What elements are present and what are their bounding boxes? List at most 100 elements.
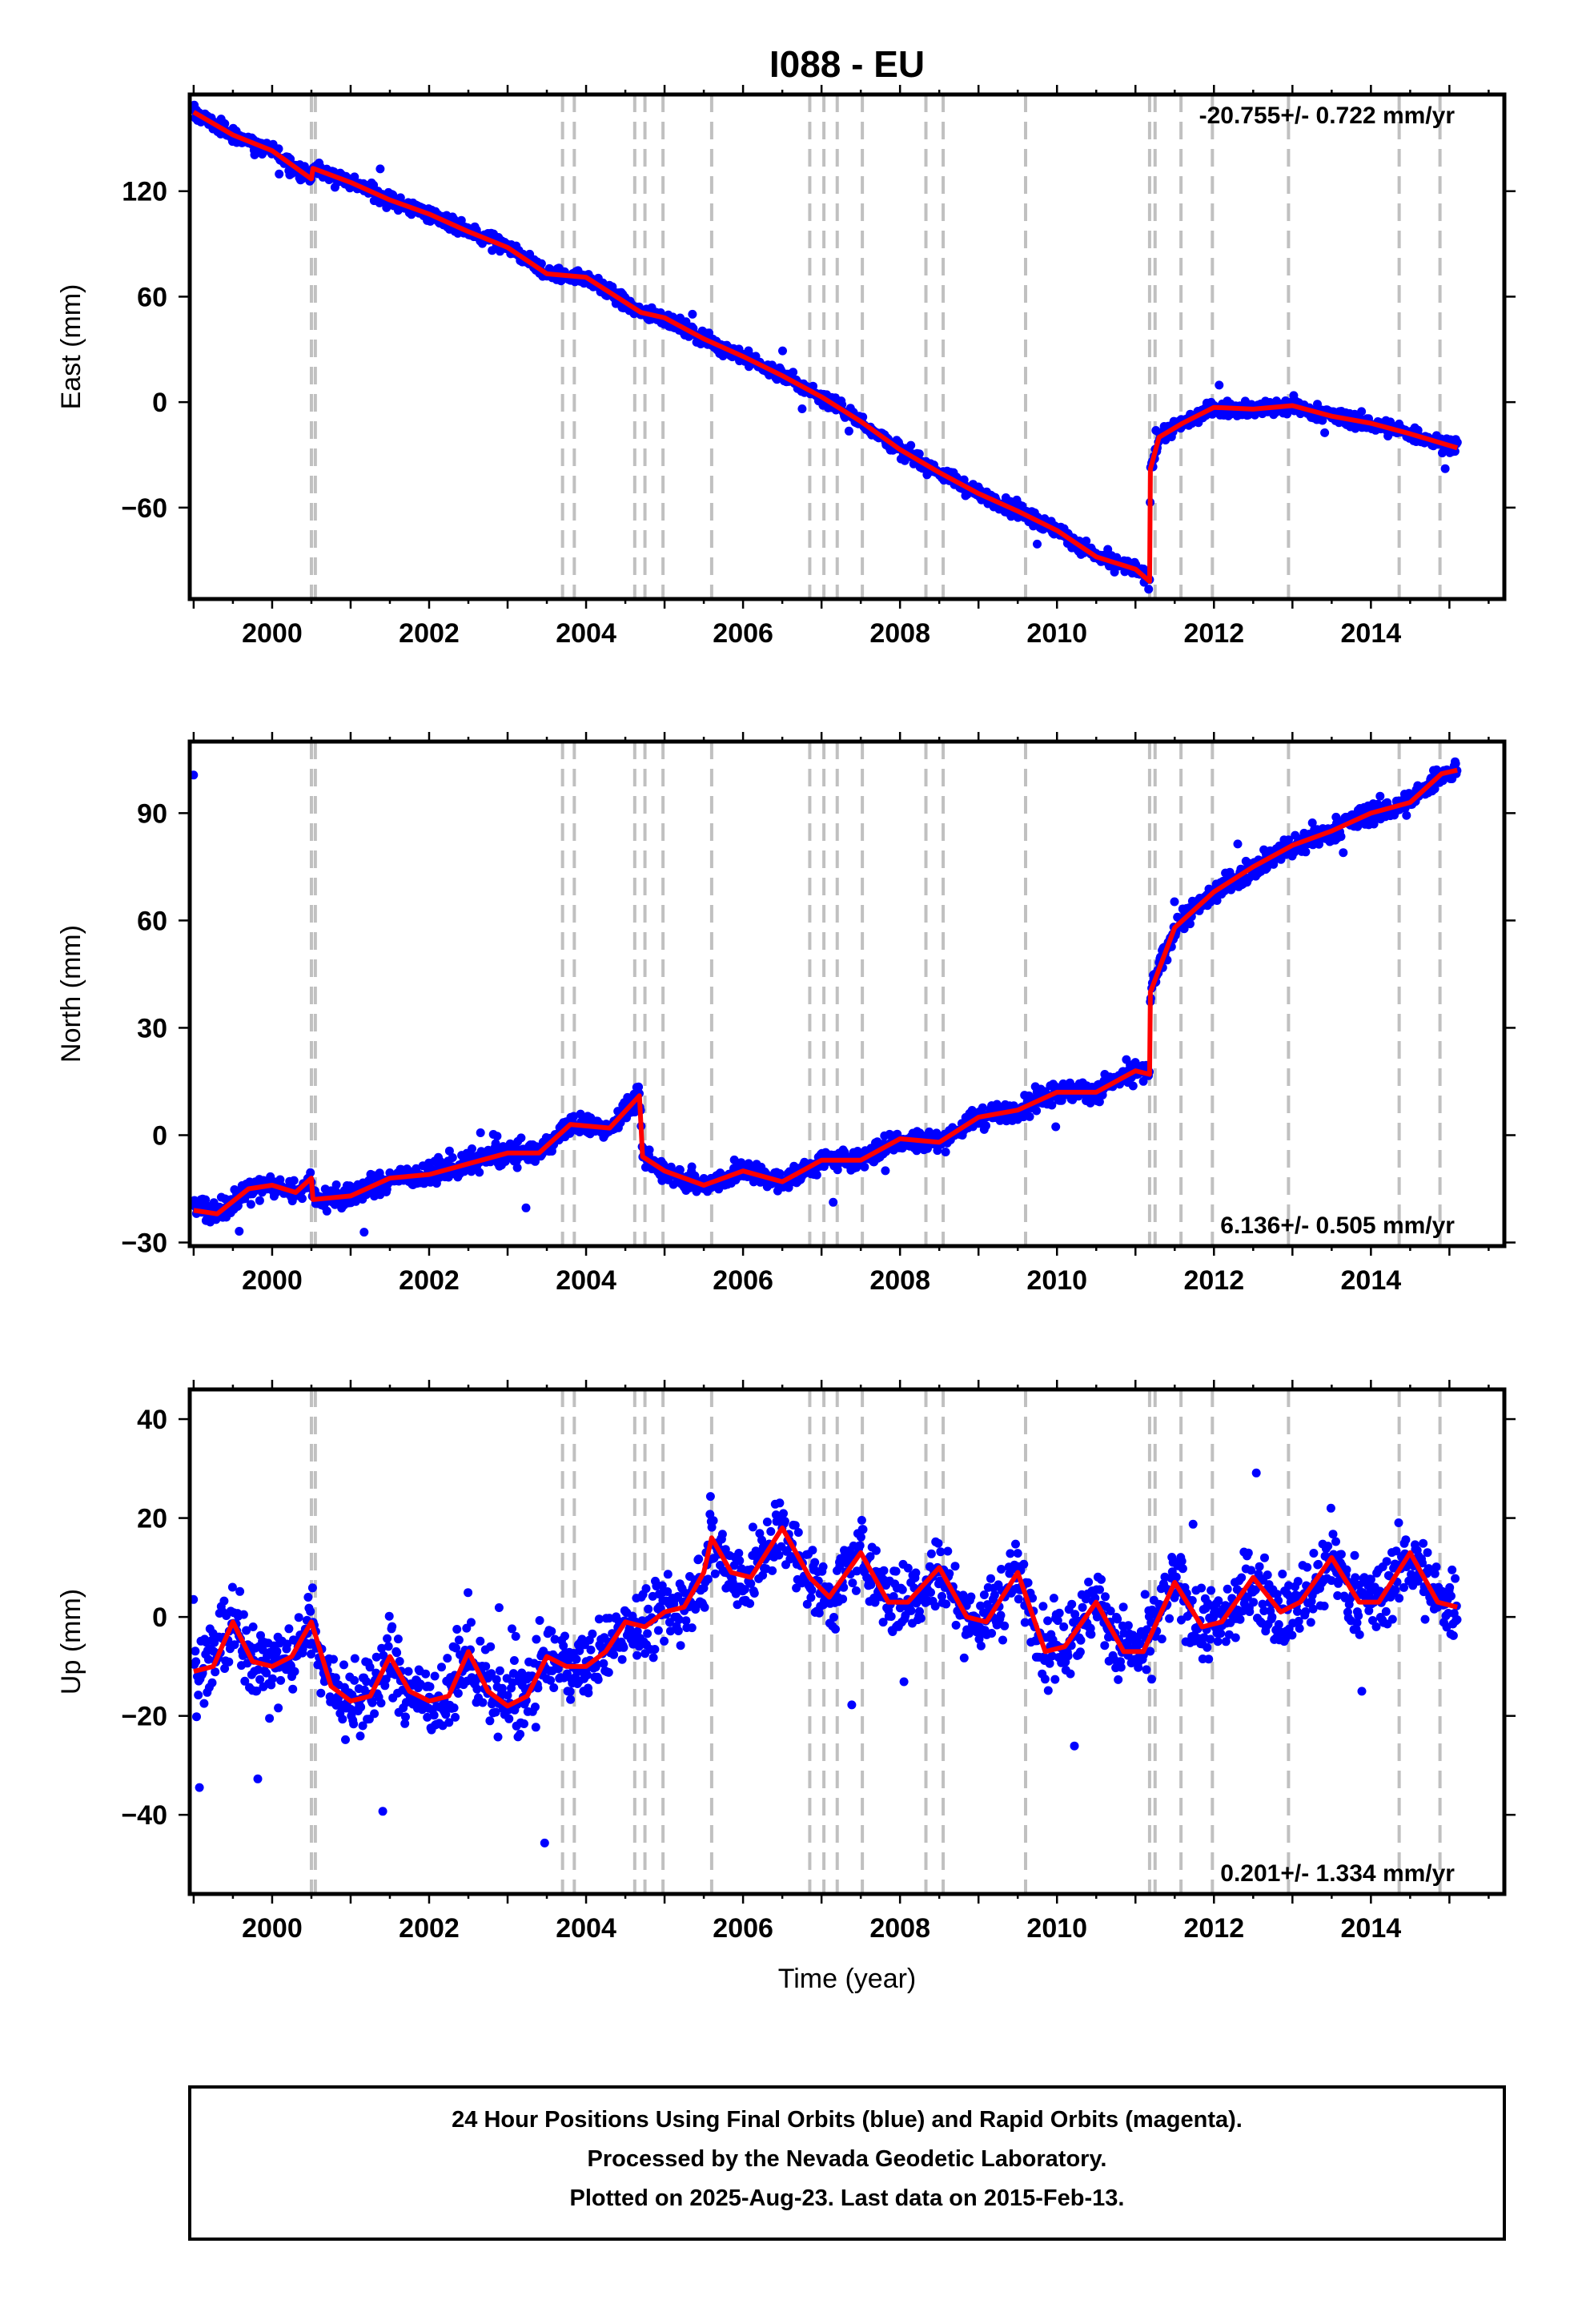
data-point [262, 1668, 271, 1678]
data-point [349, 1719, 359, 1729]
x-tick-label: 2000 [242, 618, 303, 649]
data-point [1020, 1618, 1030, 1627]
data-point [979, 1590, 989, 1599]
data-point [467, 1618, 476, 1627]
data-point [1006, 1549, 1015, 1558]
data-point [632, 1651, 642, 1660]
data-point [452, 1625, 462, 1634]
data-point [367, 1698, 377, 1707]
data-point [748, 1522, 757, 1532]
data-point [852, 1566, 861, 1576]
data-point [1049, 1594, 1058, 1603]
up-panel: 2000 2002 2004 2006 2008 2010 2012 201440200−20… [56, 1380, 1516, 1944]
x-tick-label: 2014 [1341, 1265, 1402, 1296]
data-point [252, 1687, 262, 1695]
x-tick-label: 2012 [1183, 618, 1244, 649]
data-point [982, 1121, 990, 1131]
data-point [190, 770, 199, 780]
data-point [810, 1558, 820, 1567]
data-point [1146, 1647, 1155, 1656]
data-point [1101, 1592, 1110, 1602]
data-point [1142, 1665, 1151, 1675]
x-tick-label: 2010 [1026, 618, 1087, 649]
data-point [265, 1714, 275, 1723]
data-point [848, 1578, 857, 1588]
data-point [211, 1667, 220, 1677]
data-point [224, 1657, 234, 1667]
data-point [1114, 1675, 1123, 1684]
x-ticks [192, 732, 1490, 1256]
data-point [916, 1614, 926, 1623]
data-point [1301, 847, 1311, 857]
data-point [789, 368, 798, 377]
x-tick-label: 2004 [556, 618, 616, 649]
data-point [531, 1156, 540, 1166]
data-point [775, 1169, 785, 1178]
data-point [393, 1634, 403, 1644]
data-point [641, 1584, 651, 1594]
data-point [871, 1546, 881, 1555]
data-point [276, 1675, 286, 1685]
data-point [453, 1689, 463, 1698]
data-point [1402, 810, 1411, 820]
data-point [660, 1636, 669, 1646]
data-point [1095, 1585, 1104, 1594]
data-point [275, 169, 284, 179]
data-point [1215, 380, 1224, 390]
model-line [193, 767, 1458, 1216]
data-point [475, 1168, 484, 1177]
data-point [492, 1132, 502, 1141]
data-point [284, 1624, 294, 1634]
data-point [560, 1631, 569, 1641]
data-point [289, 1176, 299, 1185]
data-point [735, 1556, 745, 1566]
data-point [258, 1645, 267, 1655]
data-point [688, 309, 697, 319]
data-point [941, 1148, 950, 1156]
data-point [996, 1610, 1006, 1620]
data-point [306, 1606, 315, 1616]
data-point [891, 1566, 901, 1576]
data-point [1045, 1659, 1054, 1668]
data-point [1123, 1621, 1133, 1630]
data-point [207, 1678, 217, 1687]
data-point [847, 1700, 857, 1710]
data-point [531, 1703, 540, 1711]
data-point [1051, 1122, 1061, 1132]
data-point [1233, 839, 1243, 849]
data-point [1067, 1599, 1077, 1609]
data-point [617, 1655, 627, 1664]
data-point [878, 1618, 888, 1627]
data-point [757, 1535, 766, 1545]
data-point [1451, 759, 1460, 768]
data-point [1054, 1608, 1064, 1618]
data-point [378, 1807, 387, 1816]
data-point [936, 1547, 946, 1557]
data-point [705, 1492, 715, 1502]
data-point [911, 1568, 921, 1578]
data-point [533, 1683, 543, 1693]
data-point [495, 1666, 504, 1675]
data-points [190, 100, 1462, 594]
data-point [807, 1586, 817, 1594]
data-point [1059, 1622, 1069, 1631]
data-point [731, 1589, 741, 1598]
data-point [755, 1529, 765, 1538]
data-point [421, 1669, 431, 1679]
event-lines [309, 94, 1442, 599]
data-point [549, 1683, 559, 1692]
plot-frame [187, 92, 1507, 601]
data-point [1066, 1669, 1075, 1679]
data-point [486, 1642, 496, 1651]
data-point [199, 1699, 209, 1708]
data-point [1050, 1675, 1060, 1684]
data-point [1440, 464, 1450, 473]
data-point [425, 1682, 435, 1691]
data-point [220, 119, 230, 128]
data-point [648, 1653, 658, 1663]
data-point [1106, 1606, 1115, 1616]
data-point [792, 1583, 801, 1593]
data-point [550, 1634, 560, 1644]
data-point [1011, 1539, 1020, 1549]
data-point [485, 1716, 495, 1726]
